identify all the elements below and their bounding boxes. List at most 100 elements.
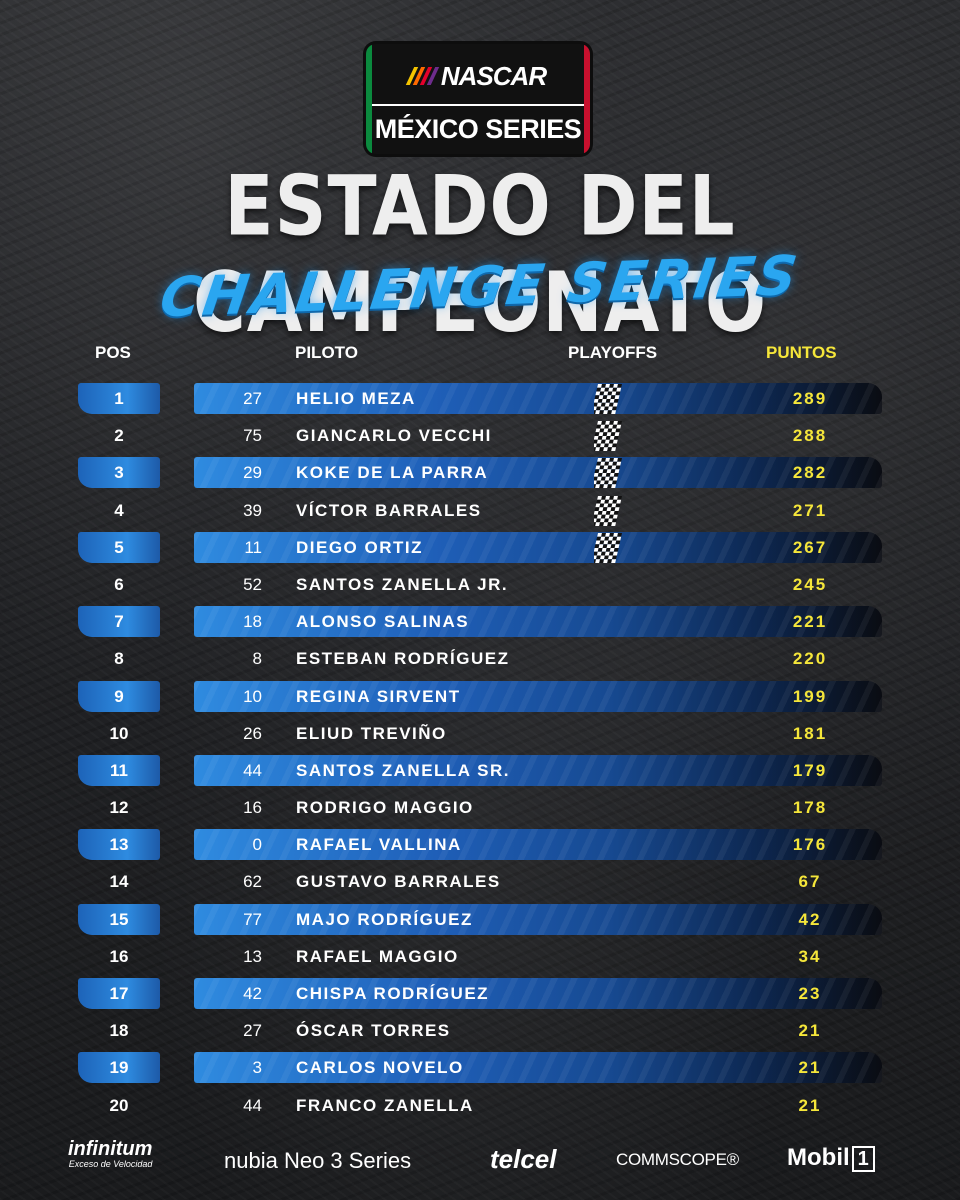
points-cell: 21 — [798, 1058, 822, 1078]
sponsor-commscope: COMMSCOPE® — [616, 1150, 739, 1169]
points-cell: 245 — [792, 574, 828, 594]
driver-name-cell: GUSTAVO BARRALES — [296, 872, 501, 892]
table-row: 5 11 DIEGO ORTIZ 267 — [0, 529, 960, 566]
position-box — [78, 829, 160, 861]
position-cell: 18 — [109, 1021, 129, 1041]
position-box — [78, 1052, 160, 1084]
position-cell: 8 — [114, 649, 124, 669]
points-cell: 21 — [798, 1021, 822, 1041]
row-bar — [194, 829, 882, 861]
points-cell: 282 — [792, 463, 828, 483]
table-row: 6 52 SANTOS ZANELLA JR. 245 — [0, 566, 960, 603]
position-cell: 9 — [114, 686, 124, 706]
row-bar — [194, 903, 882, 935]
car-number-cell: 42 — [243, 984, 262, 1003]
table-row: 1 27 HELIO MEZA 289 — [0, 380, 960, 417]
car-number-cell: 75 — [243, 426, 262, 446]
position-cell: 16 — [109, 946, 129, 966]
checkered-flag-icon — [591, 532, 626, 563]
checkered-flag-icon — [591, 495, 626, 526]
position-cell: 1 — [114, 389, 124, 408]
table-row: 16 13 RAFAEL MAGGIO 34 — [0, 938, 960, 975]
sponsor-telcel: telcel — [490, 1144, 557, 1174]
position-box — [78, 383, 160, 414]
position-box — [78, 978, 160, 1009]
position-box — [78, 903, 160, 935]
position-box — [78, 680, 160, 712]
driver-name-cell: VÍCTOR BARRALES — [296, 500, 482, 520]
position-box — [78, 531, 160, 563]
car-number-cell: 52 — [243, 574, 262, 594]
table-row: 15 77 MAJO RODRÍGUEZ 42 — [0, 901, 960, 938]
driver-name-cell: ESTEBAN RODRÍGUEZ — [296, 649, 510, 669]
table-row: 20 44 FRANCO ZANELLA 21 — [0, 1087, 960, 1124]
row-bar — [194, 1052, 882, 1084]
position-cell: 14 — [109, 872, 129, 892]
checkered-flag-icon — [591, 458, 626, 489]
car-number-cell: 62 — [243, 872, 262, 892]
position-cell: 10 — [109, 723, 129, 743]
points-cell: 181 — [792, 723, 828, 743]
points-cell: 176 — [792, 835, 828, 855]
row-bar — [194, 457, 882, 489]
driver-name-cell: ELIUD TREVIÑO — [296, 723, 447, 743]
points-cell: 21 — [798, 1095, 822, 1115]
table-row: 10 26 ELIUD TREVIÑO 181 — [0, 715, 960, 752]
car-number-cell: 27 — [243, 389, 262, 408]
page-title: ESTADO DEL CAMPEONATO — [192, 157, 768, 351]
sponsor-nubia: nubia Neo 3 Series — [224, 1148, 412, 1173]
driver-name-cell: KOKE DE LA PARRA — [296, 463, 489, 483]
points-cell: 289 — [792, 389, 828, 408]
car-number-cell: 8 — [252, 649, 262, 669]
points-cell: 42 — [798, 909, 822, 929]
driver-name-cell: ALONSO SALINAS — [296, 612, 470, 632]
table-row: 18 27 ÓSCAR TORRES 21 — [0, 1012, 960, 1049]
position-cell: 20 — [109, 1095, 129, 1115]
car-number-cell: 18 — [243, 612, 262, 632]
car-number-cell: 26 — [243, 723, 262, 743]
standings-table: 1 27 HELIO MEZA 289 2 75 GIANCARLO VECCH… — [0, 380, 960, 1124]
position-cell: 13 — [109, 835, 129, 855]
table-row: 8 8 ESTEBAN RODRÍGUEZ 220 — [0, 640, 960, 677]
car-number-cell: 44 — [243, 760, 262, 780]
checkered-flag-icon — [591, 421, 626, 452]
nascar-bars-icon — [405, 67, 440, 85]
car-number-cell: 39 — [243, 500, 262, 520]
table-row: 12 16 RODRIGO MAGGIO 178 — [0, 789, 960, 826]
points-cell: 67 — [798, 872, 822, 892]
header-puntos: PUNTOS — [766, 343, 837, 362]
car-number-cell: 27 — [243, 1021, 262, 1041]
driver-name-cell: RAFAEL VALLINA — [296, 835, 462, 855]
position-cell: 11 — [110, 760, 128, 780]
table-row: 3 29 KOKE DE LA PARRA 282 — [0, 454, 960, 491]
car-number-cell: 11 — [244, 537, 262, 557]
position-cell: 7 — [114, 612, 124, 632]
points-cell: 178 — [792, 798, 828, 818]
driver-name-cell: RODRIGO MAGGIO — [296, 798, 474, 818]
driver-name-cell: HELIO MEZA — [296, 389, 416, 408]
table-row: 19 3 CARLOS NOVELO 21 — [0, 1049, 960, 1086]
nascar-mexico-logo: NASCAR MÉXICO SERIES — [366, 44, 590, 154]
position-cell: 15 — [109, 909, 129, 929]
driver-name-cell: REGINA SIRVENT — [296, 686, 461, 706]
sponsor-infinitum: infinitum Exceso de Velocidad — [68, 1138, 153, 1169]
table-row: 13 0 RAFAEL VALLINA 176 — [0, 826, 960, 863]
points-cell: 221 — [792, 612, 828, 632]
driver-name-cell: SANTOS ZANELLA SR. — [296, 760, 511, 780]
sponsor-strip: infinitum Exceso de Velocidad nubia Neo … — [0, 1138, 960, 1188]
table-row: 11 44 SANTOS ZANELLA SR. 179 — [0, 752, 960, 789]
table-row: 7 18 ALONSO SALINAS 221 — [0, 603, 960, 640]
points-cell: 34 — [798, 946, 822, 966]
position-cell: 5 — [114, 537, 124, 557]
driver-name-cell: ÓSCAR TORRES — [296, 1021, 451, 1041]
position-box — [78, 457, 160, 489]
header-piloto: PILOTO — [295, 343, 358, 362]
car-number-cell: 44 — [243, 1095, 262, 1115]
sponsor-mobil: Mobil 1 — [787, 1144, 875, 1172]
car-number-cell: 13 — [243, 946, 262, 966]
table-row: 9 10 REGINA SIRVENT 199 — [0, 678, 960, 715]
logo-series: MÉXICO SERIES — [374, 114, 582, 144]
points-cell: 179 — [792, 760, 828, 780]
position-cell: 17 — [109, 984, 129, 1003]
points-cell: 220 — [792, 649, 828, 669]
